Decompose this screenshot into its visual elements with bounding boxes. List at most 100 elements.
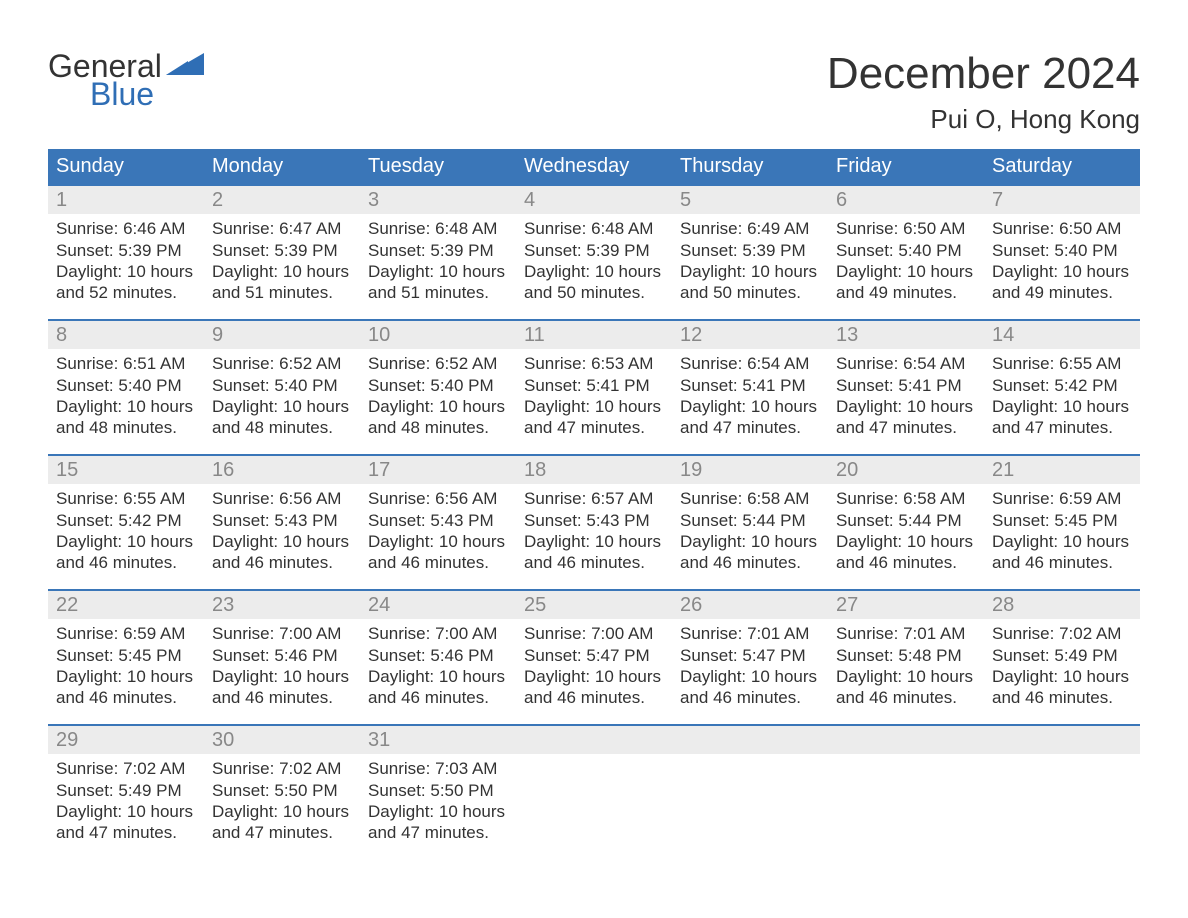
calendar-page: General Blue December 2024 Pui O, Hong K… bbox=[0, 0, 1188, 899]
day-details: Sunrise: 6:56 AMSunset: 5:43 PMDaylight:… bbox=[204, 484, 360, 579]
day-sunset: Sunset: 5:43 PM bbox=[368, 510, 508, 531]
day-sunset: Sunset: 5:40 PM bbox=[992, 240, 1132, 261]
day-day1: Daylight: 10 hours bbox=[524, 531, 664, 552]
day-details bbox=[828, 754, 984, 849]
day-number bbox=[672, 726, 828, 754]
day-sunrise: Sunrise: 6:59 AM bbox=[56, 623, 196, 644]
day-day2: and 47 minutes. bbox=[680, 417, 820, 438]
day-sunrise: Sunrise: 6:55 AM bbox=[992, 353, 1132, 374]
day-number: 13 bbox=[828, 321, 984, 349]
day-day1: Daylight: 10 hours bbox=[368, 261, 508, 282]
day-sunrise: Sunrise: 6:58 AM bbox=[836, 488, 976, 509]
day-details: Sunrise: 7:03 AMSunset: 5:50 PMDaylight:… bbox=[360, 754, 516, 849]
day-day1: Daylight: 10 hours bbox=[56, 801, 196, 822]
day-number: 6 bbox=[828, 186, 984, 214]
day-sunrise: Sunrise: 6:54 AM bbox=[836, 353, 976, 374]
day-day2: and 47 minutes. bbox=[992, 417, 1132, 438]
day-sunset: Sunset: 5:48 PM bbox=[836, 645, 976, 666]
day-details: Sunrise: 7:01 AMSunset: 5:48 PMDaylight:… bbox=[828, 619, 984, 714]
week-row: 1234567Sunrise: 6:46 AMSunset: 5:39 PMDa… bbox=[48, 184, 1140, 309]
day-day2: and 48 minutes. bbox=[56, 417, 196, 438]
location-label: Pui O, Hong Kong bbox=[827, 104, 1140, 135]
day-sunrise: Sunrise: 7:03 AM bbox=[368, 758, 508, 779]
day-day2: and 46 minutes. bbox=[680, 552, 820, 573]
day-details: Sunrise: 6:48 AMSunset: 5:39 PMDaylight:… bbox=[360, 214, 516, 309]
day-sunset: Sunset: 5:40 PM bbox=[368, 375, 508, 396]
day-day1: Daylight: 10 hours bbox=[368, 396, 508, 417]
day-sunrise: Sunrise: 6:52 AM bbox=[368, 353, 508, 374]
day-sunset: Sunset: 5:49 PM bbox=[56, 780, 196, 801]
day-details-row: Sunrise: 6:59 AMSunset: 5:45 PMDaylight:… bbox=[48, 619, 1140, 714]
day-details: Sunrise: 6:58 AMSunset: 5:44 PMDaylight:… bbox=[828, 484, 984, 579]
day-details bbox=[516, 754, 672, 849]
week-row: 891011121314Sunrise: 6:51 AMSunset: 5:40… bbox=[48, 319, 1140, 444]
day-day1: Daylight: 10 hours bbox=[56, 396, 196, 417]
day-sunset: Sunset: 5:44 PM bbox=[836, 510, 976, 531]
day-details bbox=[672, 754, 828, 849]
day-day2: and 50 minutes. bbox=[524, 282, 664, 303]
day-day1: Daylight: 10 hours bbox=[680, 261, 820, 282]
weekday-header: Saturday bbox=[984, 149, 1140, 184]
weekday-header: Tuesday bbox=[360, 149, 516, 184]
day-number: 23 bbox=[204, 591, 360, 619]
week-row: 15161718192021Sunrise: 6:55 AMSunset: 5:… bbox=[48, 454, 1140, 579]
month-title: December 2024 bbox=[827, 50, 1140, 98]
day-day1: Daylight: 10 hours bbox=[524, 261, 664, 282]
day-number: 8 bbox=[48, 321, 204, 349]
day-day1: Daylight: 10 hours bbox=[524, 396, 664, 417]
calendar-grid: Sunday Monday Tuesday Wednesday Thursday… bbox=[48, 149, 1140, 849]
weekday-header: Monday bbox=[204, 149, 360, 184]
day-number: 16 bbox=[204, 456, 360, 484]
day-number-row: 22232425262728 bbox=[48, 591, 1140, 619]
page-header: General Blue December 2024 Pui O, Hong K… bbox=[48, 50, 1140, 135]
day-details: Sunrise: 6:54 AMSunset: 5:41 PMDaylight:… bbox=[672, 349, 828, 444]
day-sunrise: Sunrise: 7:00 AM bbox=[524, 623, 664, 644]
day-day2: and 46 minutes. bbox=[56, 552, 196, 573]
day-day1: Daylight: 10 hours bbox=[56, 531, 196, 552]
day-number: 18 bbox=[516, 456, 672, 484]
day-number: 30 bbox=[204, 726, 360, 754]
day-number bbox=[984, 726, 1140, 754]
day-day1: Daylight: 10 hours bbox=[56, 261, 196, 282]
day-details-row: Sunrise: 7:02 AMSunset: 5:49 PMDaylight:… bbox=[48, 754, 1140, 849]
day-day2: and 47 minutes. bbox=[56, 822, 196, 843]
day-details: Sunrise: 6:46 AMSunset: 5:39 PMDaylight:… bbox=[48, 214, 204, 309]
day-details: Sunrise: 6:55 AMSunset: 5:42 PMDaylight:… bbox=[48, 484, 204, 579]
day-sunset: Sunset: 5:39 PM bbox=[680, 240, 820, 261]
day-details: Sunrise: 6:57 AMSunset: 5:43 PMDaylight:… bbox=[516, 484, 672, 579]
day-number: 29 bbox=[48, 726, 204, 754]
title-block: December 2024 Pui O, Hong Kong bbox=[827, 50, 1140, 135]
day-sunset: Sunset: 5:47 PM bbox=[680, 645, 820, 666]
day-day2: and 46 minutes. bbox=[836, 552, 976, 573]
day-day2: and 49 minutes. bbox=[836, 282, 976, 303]
day-day2: and 46 minutes. bbox=[524, 687, 664, 708]
day-details: Sunrise: 6:52 AMSunset: 5:40 PMDaylight:… bbox=[204, 349, 360, 444]
day-day2: and 49 minutes. bbox=[992, 282, 1132, 303]
day-day2: and 48 minutes. bbox=[368, 417, 508, 438]
day-day1: Daylight: 10 hours bbox=[992, 261, 1132, 282]
weekday-header: Friday bbox=[828, 149, 984, 184]
day-day2: and 51 minutes. bbox=[368, 282, 508, 303]
day-number: 15 bbox=[48, 456, 204, 484]
day-day2: and 46 minutes. bbox=[56, 687, 196, 708]
day-number: 9 bbox=[204, 321, 360, 349]
day-number: 7 bbox=[984, 186, 1140, 214]
day-sunset: Sunset: 5:50 PM bbox=[368, 780, 508, 801]
day-details: Sunrise: 6:49 AMSunset: 5:39 PMDaylight:… bbox=[672, 214, 828, 309]
day-details: Sunrise: 7:00 AMSunset: 5:47 PMDaylight:… bbox=[516, 619, 672, 714]
day-number: 20 bbox=[828, 456, 984, 484]
day-details: Sunrise: 6:51 AMSunset: 5:40 PMDaylight:… bbox=[48, 349, 204, 444]
day-day2: and 52 minutes. bbox=[56, 282, 196, 303]
day-day2: and 47 minutes. bbox=[212, 822, 352, 843]
day-sunrise: Sunrise: 6:59 AM bbox=[992, 488, 1132, 509]
day-day1: Daylight: 10 hours bbox=[212, 666, 352, 687]
day-number bbox=[516, 726, 672, 754]
day-sunrise: Sunrise: 7:01 AM bbox=[836, 623, 976, 644]
day-details-row: Sunrise: 6:51 AMSunset: 5:40 PMDaylight:… bbox=[48, 349, 1140, 444]
day-day1: Daylight: 10 hours bbox=[836, 396, 976, 417]
day-sunrise: Sunrise: 7:01 AM bbox=[680, 623, 820, 644]
day-details: Sunrise: 6:50 AMSunset: 5:40 PMDaylight:… bbox=[984, 214, 1140, 309]
day-day1: Daylight: 10 hours bbox=[368, 666, 508, 687]
day-number: 10 bbox=[360, 321, 516, 349]
day-day1: Daylight: 10 hours bbox=[992, 531, 1132, 552]
